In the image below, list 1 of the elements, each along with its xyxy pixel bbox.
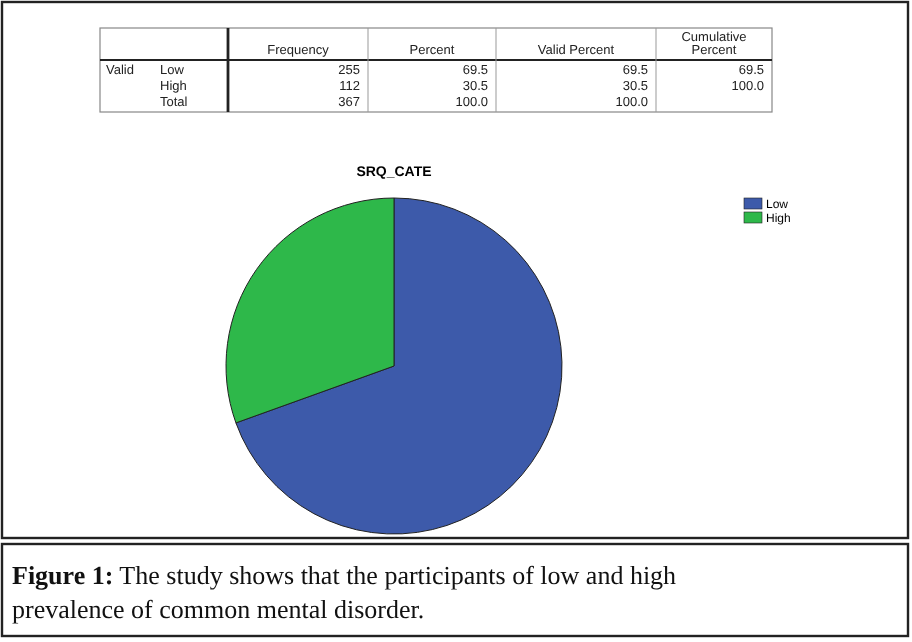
caption: Figure 1: The study shows that the participants of low and high prevalence of common mental disorder. [12,560,678,624]
